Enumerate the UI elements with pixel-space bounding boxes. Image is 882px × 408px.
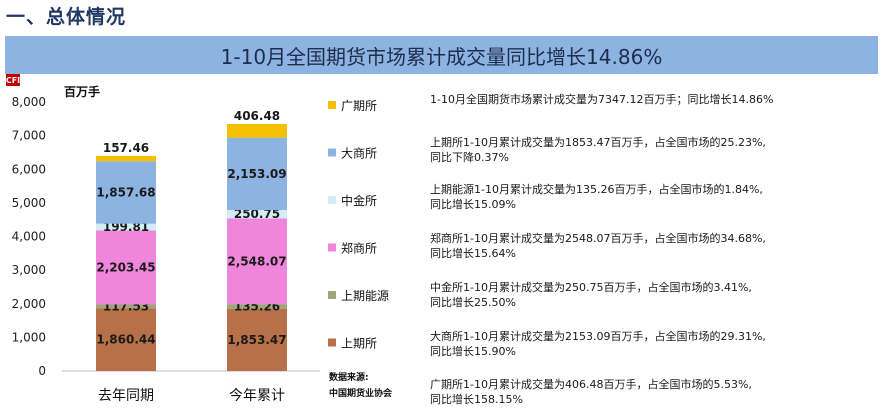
note-line: 同比增长15.09%: [430, 198, 516, 211]
bar-segment: [96, 308, 156, 371]
legend-swatch: [328, 291, 336, 299]
note-line: 同比增长15.90%: [430, 345, 516, 358]
legend-label: 上期能源: [341, 289, 389, 303]
note-line: 同比下降0.37%: [430, 151, 509, 164]
note-line: 同比增长158.15%: [430, 393, 523, 406]
legend-swatch: [328, 196, 336, 204]
note-line: 同比增长15.64%: [430, 247, 516, 260]
bar-segment: [96, 155, 156, 162]
bar-segment: [227, 123, 287, 138]
bar-segment: [96, 223, 156, 231]
bar-segment: [96, 304, 156, 309]
legend-label: 上期所: [341, 337, 377, 351]
note-line: 1-10月全国期货市场累计成交量为7347.12百万手；同比增长14.86%: [430, 93, 774, 106]
note-line: 中金所1-10月累计成交量为250.75百万手，占全国市场的3.41%,: [430, 281, 752, 294]
source-name: 中国期货业协会: [329, 389, 393, 399]
note-ine: 上期能源1-10月累计成交量为135.26百万手，占全国市场的1.84%, 同比…: [430, 182, 870, 212]
note-czce: 郑商所1-10月累计成交量为2548.07百万手，占全国市场的34.68%, 同…: [430, 231, 870, 261]
y-tick-label: 1,000: [12, 330, 46, 344]
legend-label: 大商所: [341, 146, 377, 161]
data-label: 2,548.07: [227, 254, 286, 268]
bar-segment: [227, 304, 287, 309]
section-title: 一、总体情况: [6, 6, 127, 28]
y-tick-label: 3,000: [12, 263, 46, 277]
data-label: 1,853.47: [227, 333, 286, 347]
banner-title: 1-10月全国期货市场累计成交量同比增长14.86%: [5, 36, 878, 74]
data-label: 2,153.09: [227, 167, 286, 181]
unit-label: 百万手: [64, 84, 100, 99]
y-tick-label: 2,000: [12, 297, 46, 311]
y-tick-label: 0: [38, 364, 46, 378]
y-tick-label: 8,000: [12, 95, 46, 109]
category-label: 今年累计: [229, 388, 285, 404]
note-line: 大商所1-10月累计成交量为2153.09百万手，占全国市场的29.31%,: [430, 330, 766, 343]
note-shfe: 上期所1-10月累计成交量为1853.47百万手，占全国市场的25.23%, 同…: [430, 135, 870, 165]
category-label: 去年同期: [98, 388, 154, 404]
bar-segment: [96, 161, 156, 224]
legend-label: 郑商所: [341, 241, 377, 256]
note-line: 上期能源1-10月累计成交量为135.26百万手，占全国市场的1.84%,: [430, 183, 763, 196]
legend-label: 广期所: [341, 99, 377, 113]
data-label: 1,860.44: [96, 333, 155, 347]
data-label: 406.48: [234, 109, 280, 123]
y-tick-label: 6,000: [12, 162, 46, 176]
bar-segment: [227, 308, 287, 371]
data-label: 2,203.45: [96, 260, 155, 274]
legend-swatch: [328, 148, 336, 157]
note-line: 郑商所1-10月累计成交量为2548.07百万手，占全国市场的34.68%,: [430, 232, 766, 245]
bar-segment: [96, 230, 156, 305]
stacked-bar-chart: 百万手 0 1,000 2,000 3,000 4,000 5,000 6,000 7,000 8…: [12, 84, 389, 404]
note-cffex: 中金所1-10月累计成交量为250.75百万手，占全国市场的3.41%, 同比增…: [430, 280, 870, 310]
logo: CFI: [5, 74, 21, 86]
y-tick-label: 5,000: [12, 196, 46, 210]
legend-swatch: [328, 101, 336, 109]
data-label: 157.46: [103, 141, 149, 155]
note-gfex: 广期所1-10月累计成交量为406.48百万手，占全国市场的5.53%, 同比增…: [430, 377, 870, 407]
note-line: 上期所1-10月累计成交量为1853.47百万手，占全国市场的25.23%,: [430, 136, 766, 149]
banner-title-text: 1-10月全国期货市场累计成交量同比增长14.86%: [220, 44, 663, 69]
note-total: 1-10月全国期货市场累计成交量为7347.12百万手；同比增长14.86%: [430, 92, 870, 107]
y-tick-label: 7,000: [12, 129, 46, 143]
legend-label: 中金所: [341, 193, 377, 208]
note-line: 同比增长25.50%: [430, 296, 516, 309]
bar-segment: [227, 137, 287, 211]
source-label: 数据来源:: [329, 373, 369, 383]
data-label: 250.75: [234, 207, 280, 221]
bar-segment: [227, 218, 287, 305]
data-label: 1,857.68: [96, 185, 155, 199]
bar-segment: [227, 210, 287, 219]
note-line: 广期所1-10月累计成交量为406.48百万手，占全国市场的5.53%,: [430, 378, 752, 391]
note-dce: 大商所1-10月累计成交量为2153.09百万手，占全国市场的29.31%, 同…: [430, 329, 870, 359]
y-tick-label: 4,000: [12, 230, 46, 244]
legend-swatch: [328, 338, 336, 347]
legend-swatch: [328, 243, 336, 252]
